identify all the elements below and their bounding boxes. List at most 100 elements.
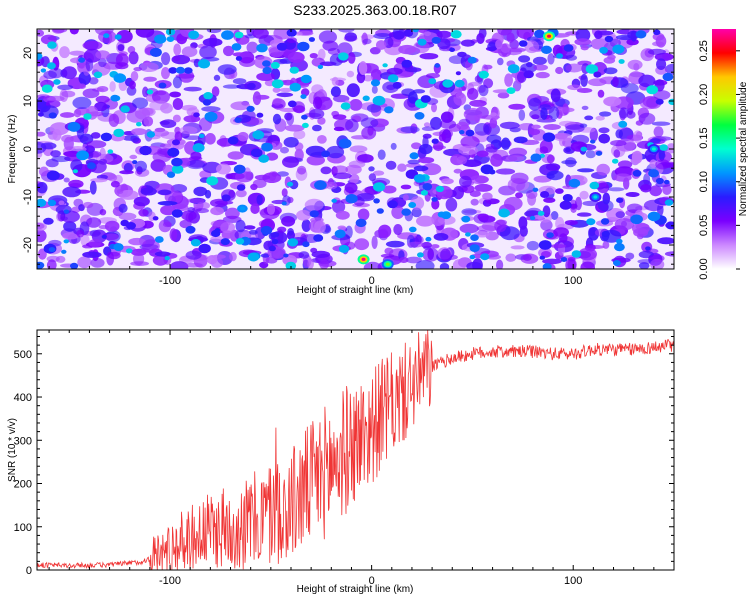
spectrogram-speckle: [281, 216, 296, 227]
colorbar-tick-label: 0.20: [698, 84, 710, 105]
spectrogram-speckle: [188, 30, 200, 40]
spectrogram-speckle: [553, 132, 572, 142]
spectrogram-speckle: [110, 180, 120, 188]
spectrogram-speckle: [271, 239, 279, 245]
spectrogram-speckle: [43, 70, 57, 80]
spectrogram-speckle: [179, 219, 192, 229]
spectrogram-speckle: [411, 207, 422, 218]
spectrogram-speckle: [631, 222, 650, 235]
spectrogram-speckle: [362, 38, 372, 45]
spectrogram-speckle: [433, 233, 449, 241]
spectrogram-speckle: [185, 225, 196, 234]
spectrogram-speckle: [618, 107, 629, 119]
spectrogram-speckle: [485, 254, 501, 260]
spectrogram-speckle: [297, 41, 310, 52]
spectrogram-speckle: [37, 261, 45, 269]
colorbar-ticks: 0.00 0.05 0.10 0.15 0.20 0.25: [698, 40, 740, 280]
spectrogram-speckle: [90, 132, 101, 139]
spectrogram-speckle: [113, 243, 124, 252]
spectrogram-speckle: [270, 232, 280, 238]
spectrogram-speckle: [256, 72, 275, 81]
spectrogram-speckle: [172, 114, 181, 123]
spectrogram-speckle: [256, 43, 268, 53]
spectrogram-speckle: [454, 79, 465, 88]
spectrogram-speckle: [415, 260, 435, 269]
spectrogram-speckle: [664, 251, 674, 257]
x-tick-label: 0: [369, 575, 375, 587]
spectrogram-speckle: [169, 228, 178, 241]
spectrogram-speckle: [420, 95, 431, 103]
spectrogram-speckle: [575, 196, 582, 211]
spectrogram-speckle: [401, 208, 412, 216]
spectrogram-speckle: [428, 78, 437, 85]
spectrogram-speckle: [204, 111, 218, 122]
spectrogram-speckle: [518, 109, 526, 121]
spectrogram-speckle: [409, 152, 419, 160]
spectrogram-speckle: [620, 83, 639, 94]
spectrogram-speckle: [531, 124, 541, 129]
spectrogram-speckle: [582, 200, 600, 207]
spectrogram-speckle: [441, 178, 454, 185]
spectrogram-speckle: [152, 216, 159, 221]
spectrogram-speckle: [421, 126, 436, 131]
y-tick-label: 300: [14, 435, 32, 447]
spectrogram-speckle: [239, 57, 256, 67]
spectrogram-speckle: [289, 82, 301, 92]
chart-title: S233.2025.363.00.18.R07: [293, 2, 457, 18]
spectrogram-speckle: [560, 257, 568, 262]
spectrogram-speckle: [48, 112, 57, 119]
spectrogram-speckle: [612, 76, 619, 88]
spectrogram-speckle: [354, 238, 370, 251]
spectrogram-speckle: [370, 79, 381, 87]
spectrogram-speckle: [158, 82, 167, 89]
spectrogram-speckle: [368, 166, 375, 172]
spectrogram-speckle: [272, 98, 282, 106]
spectrogram-speckle: [142, 239, 160, 254]
spectrogram-speckle: [317, 64, 324, 69]
spectrogram-speckle: [417, 38, 427, 46]
spectrogram-speckle: [480, 253, 490, 261]
spectrogram-speckle: [465, 232, 471, 237]
spectrogram-speckle: [640, 184, 652, 193]
spectrogram-speckle: [425, 236, 432, 242]
spectrogram-speckle: [338, 138, 352, 149]
colorbar: 0.00 0.05 0.10 0.15 0.20 0.25 Normalized spec…: [698, 29, 749, 280]
spectrogram-speckle: [227, 151, 244, 160]
spectrogram-speckle: [335, 210, 350, 220]
spectrogram-speckle: [577, 168, 595, 173]
spectrogram-speckle: [201, 106, 221, 112]
spectrogram-speckle: [276, 92, 294, 98]
spectrogram-speckle: [262, 60, 271, 67]
spectrogram-speckle: [371, 85, 378, 94]
spectrogram-speckle: [448, 55, 466, 64]
spectrogram-speckle: [46, 62, 56, 70]
spectrogram-speckle: [229, 251, 237, 262]
spectrogram-speckle: [382, 185, 397, 194]
spectrogram-speckle: [255, 94, 270, 100]
spectrogram-speckle: [62, 186, 82, 198]
spectrogram-speckle: [542, 263, 552, 269]
spectrogram-speckle: [420, 190, 428, 196]
spectrogram-speckle: [70, 262, 79, 269]
spectrogram-speckle: [653, 126, 664, 138]
spectrogram-speckle: [344, 182, 358, 194]
spectrogram-speckle: [128, 237, 147, 246]
spectrogram-speckle: [284, 124, 305, 132]
spectrogram-speckle: [431, 197, 438, 202]
spectrogram-speckle: [149, 47, 162, 58]
spectrogram-speckle: [469, 190, 481, 197]
spectrogram-speckle: [37, 182, 48, 194]
spectrogram-speckle: [490, 112, 497, 117]
spectrogram-speckle: [470, 175, 489, 185]
spectrogram-speckle: [417, 252, 424, 258]
spectrogram-speckle: [152, 129, 170, 137]
colorbar-tick-label: 0.25: [698, 40, 710, 61]
spectrogram-speckle: [423, 122, 431, 128]
spectrogram-speckle: [393, 30, 405, 40]
spectrogram-speckle: [526, 240, 540, 251]
spectrogram-speckle: [568, 178, 581, 188]
spectrogram-speckle: [131, 128, 147, 136]
x-tick-label: -100: [159, 575, 181, 587]
spectrogram-speckle: [338, 244, 350, 253]
